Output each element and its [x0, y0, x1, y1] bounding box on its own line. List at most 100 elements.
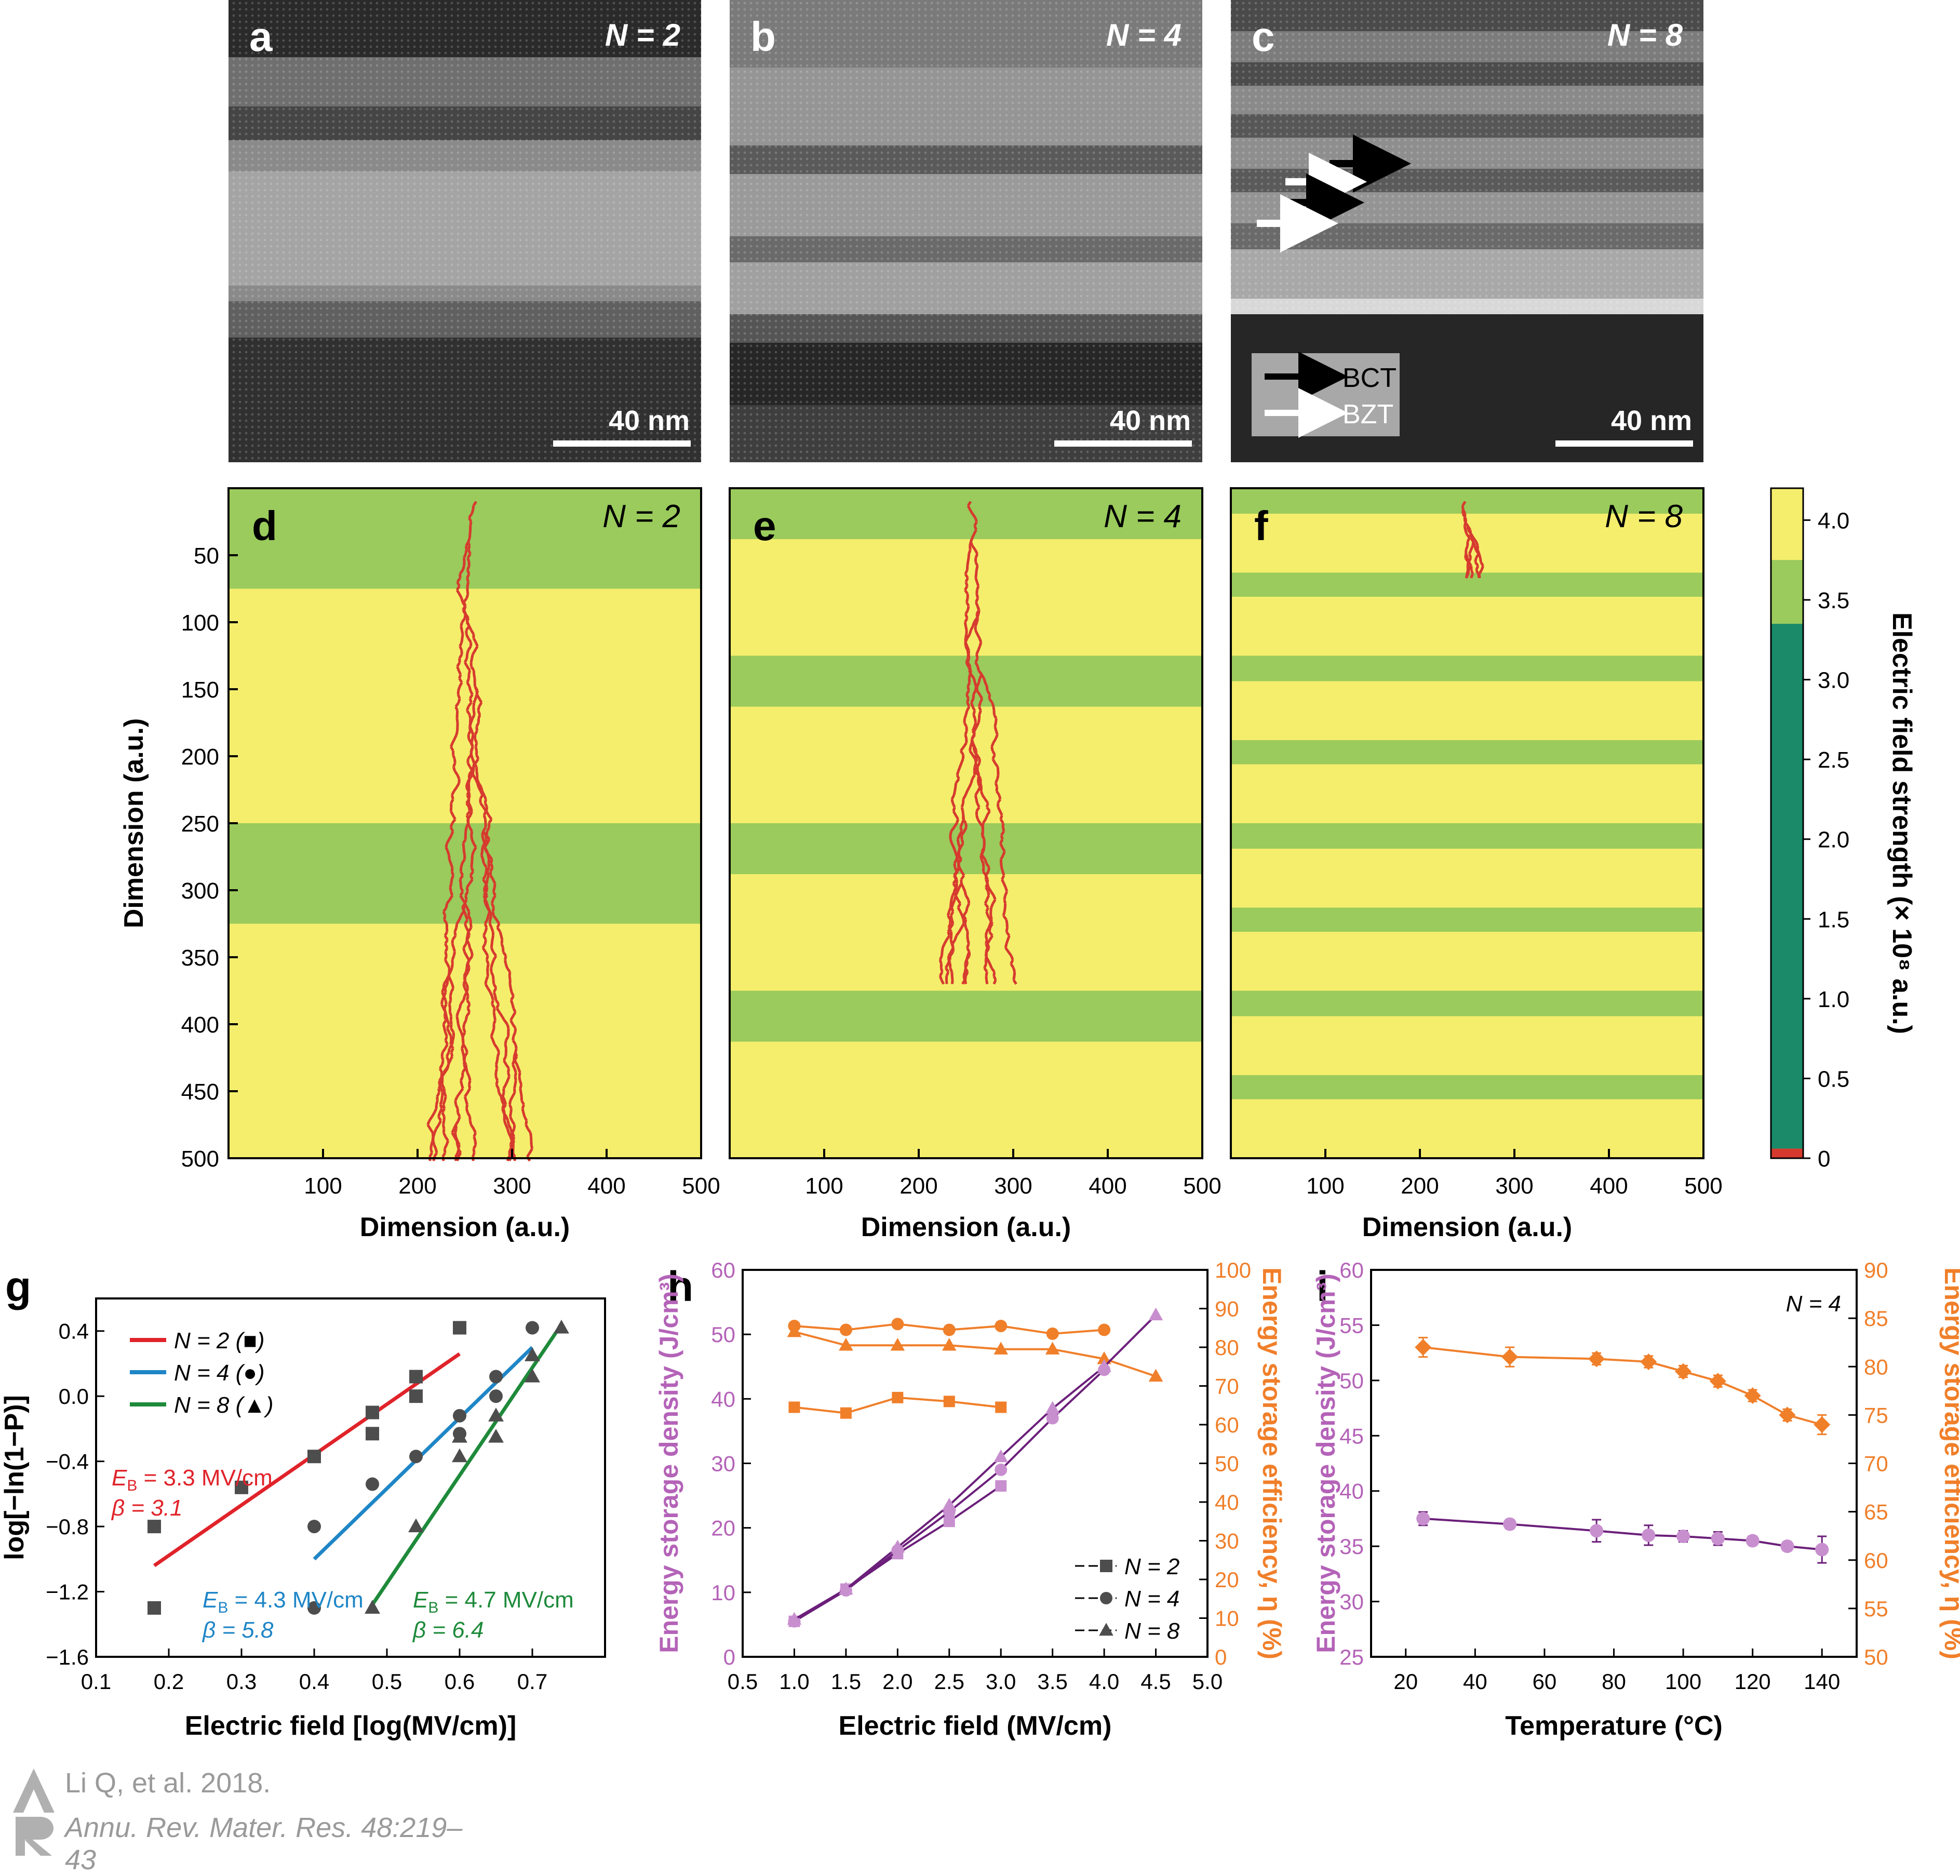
y-tick-label: 150 — [181, 677, 219, 703]
legend-label: N = 4 — [1124, 1586, 1179, 1612]
density-point — [1148, 1307, 1163, 1321]
data-point — [1640, 1353, 1657, 1370]
x-tick-label: 0.4 — [299, 1669, 329, 1694]
x-tick-label: 0.2 — [154, 1669, 184, 1694]
y-tick-label-right: 90 — [1864, 1258, 1888, 1282]
beta-annotation: β = 3.1 — [111, 1495, 182, 1521]
panel-b-scale-bar — [1054, 440, 1192, 447]
legend-label: N = 2 — [1124, 1554, 1179, 1579]
data-point — [1415, 1339, 1432, 1356]
data-point — [409, 1450, 423, 1464]
density-point — [995, 1480, 1007, 1492]
micrograph-panel-a: a N = 2 40 nm — [229, 0, 701, 462]
eb-symbol: E — [112, 1465, 127, 1491]
y-tick-label-left: 35 — [1339, 1534, 1364, 1559]
x-tick-label: 100 — [304, 1173, 342, 1199]
y-tick-label-right: 65 — [1864, 1500, 1888, 1524]
density-point — [787, 1612, 802, 1625]
beta-annotation: β = 6.4 — [412, 1617, 484, 1643]
eb-subscript: B — [218, 1599, 228, 1616]
data-point — [1588, 1350, 1605, 1368]
y-tick-label-right: 50 — [1864, 1645, 1888, 1669]
data-point — [453, 1321, 466, 1335]
data-point — [452, 1448, 467, 1463]
credit-line-2: Annu. Rev. Mater. Res. 48:219–43 — [65, 1812, 463, 1875]
data-point — [1709, 1373, 1726, 1390]
x-tick-label: 80 — [1602, 1669, 1626, 1694]
panel-c-letter: c — [1252, 14, 1275, 60]
x-tick-label: 1.5 — [831, 1669, 861, 1694]
sim-panel-d: d N = 2 100 200 300 400 500 Dimension (a.u.) 50 1… — [119, 487, 720, 1242]
data-point — [1590, 1524, 1604, 1538]
density-point — [942, 1497, 957, 1511]
density-point — [994, 1449, 1009, 1463]
y-tick-label: 0.0 — [59, 1384, 89, 1409]
x-axis-label: Temperature (°C) — [1505, 1711, 1723, 1741]
efficiency-point — [994, 1342, 1009, 1355]
eb-subscript: B — [127, 1477, 137, 1494]
efficiency-point — [1148, 1369, 1163, 1382]
y-tick-label-right: 75 — [1864, 1403, 1888, 1427]
data-point — [554, 1319, 569, 1334]
y-tick-label-right: 70 — [1215, 1374, 1239, 1399]
panel-a-n-label: N = 2 — [605, 18, 680, 52]
x-tick-label: 60 — [1533, 1669, 1557, 1694]
x-tick-label: 0.3 — [226, 1669, 257, 1694]
y-axis-label-left: Energy storage density (J/cm³) — [1311, 1274, 1340, 1653]
data-point — [489, 1389, 503, 1403]
field-band — [1231, 1075, 1703, 1100]
data-point — [1744, 1387, 1761, 1404]
panel-b-n-label: N = 4 — [1106, 18, 1182, 52]
plot-frame — [95, 1297, 606, 1658]
n-annotation: N = 4 — [1786, 1291, 1841, 1317]
x-tick-label: 400 — [1590, 1173, 1628, 1199]
x-tick-label: 400 — [587, 1173, 625, 1199]
y-tick-label-right: 55 — [1864, 1597, 1888, 1621]
data-point — [408, 1518, 424, 1533]
colorbar-green-segment — [1771, 560, 1803, 624]
density-point — [943, 1516, 955, 1527]
y-tick-label-right: 30 — [1215, 1529, 1239, 1553]
efficiency-point — [892, 1391, 904, 1403]
data-point — [235, 1480, 248, 1494]
data-point — [453, 1409, 466, 1423]
panel-a-scale-label: 40 nm — [609, 405, 690, 436]
sim-panel-e: e N = 4 100 200 300 400 500 Dimension (a.u.) — [729, 487, 1221, 1242]
legend-marker — [1100, 1592, 1112, 1604]
weibull-chart-g: g 0.1 0.2 0.3 0.4 0.5 0.6 0.7 −1.6 −1.2 −0.8 −0.4 0.… — [0, 1263, 606, 1741]
x-tick-label: 120 — [1735, 1669, 1771, 1694]
y-tick-label-left: 40 — [1339, 1479, 1364, 1504]
efficiency-point — [890, 1337, 905, 1351]
data-point — [1779, 1406, 1796, 1424]
y-tick-label: 50 — [194, 543, 219, 569]
breakdown-path — [426, 501, 534, 1162]
data-point — [525, 1347, 540, 1361]
colorbar-tick-label: 3.5 — [1818, 588, 1849, 613]
y-tick-label-right: 50 — [1215, 1452, 1239, 1476]
colorbar-label: Electric field strength (× 10⁸ a.u.) — [1887, 612, 1917, 1034]
sim-panel-f: f N = 8 100 200 300 400 500 Dimension (a.u.) — [1230, 487, 1723, 1242]
field-band — [1231, 488, 1703, 514]
y-tick-label-left: 10 — [711, 1580, 735, 1605]
data-point — [1814, 1416, 1831, 1433]
legend-label: N = 4 (●) — [174, 1360, 265, 1386]
y-tick-label: −1.2 — [46, 1580, 89, 1604]
panel-b-letter: b — [750, 14, 776, 60]
y-tick-label-left: 50 — [1339, 1369, 1364, 1393]
y-tick-label-left: 20 — [711, 1516, 735, 1540]
colorbar-tick-label: 3.0 — [1818, 668, 1849, 693]
efficiency-series-1 — [788, 1318, 1111, 1340]
y-axis-label: Dimension (a.u.) — [119, 718, 149, 928]
y-tick-label-left: 60 — [1339, 1258, 1364, 1282]
y-tick-label-right: 70 — [1864, 1452, 1888, 1476]
colorbar-tick-label: 0.5 — [1818, 1066, 1849, 1092]
efficiency-series-2 — [787, 1324, 1163, 1382]
x-tick-label: 140 — [1804, 1669, 1840, 1694]
eb-subscript: B — [428, 1599, 438, 1616]
y-tick-label-right: 60 — [1864, 1548, 1888, 1573]
data-point — [1676, 1529, 1690, 1543]
efficiency-point — [839, 1337, 853, 1351]
data-point — [488, 1428, 504, 1443]
data-point — [525, 1368, 540, 1383]
x-tick-label: 500 — [682, 1173, 720, 1199]
